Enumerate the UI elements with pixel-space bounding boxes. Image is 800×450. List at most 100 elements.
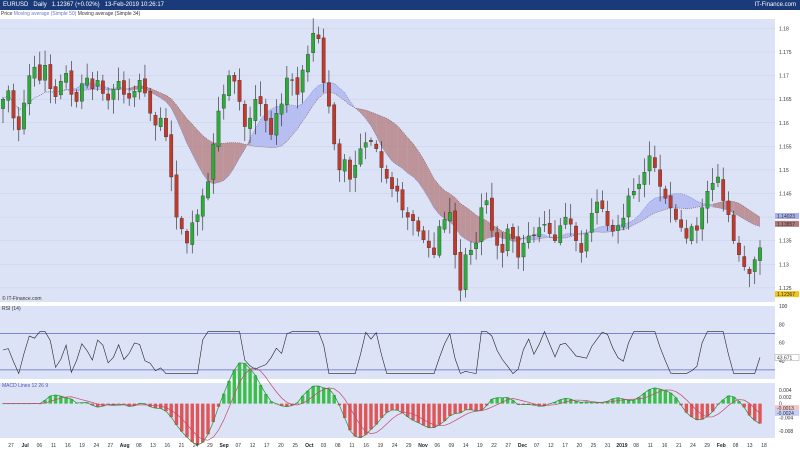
macd-signal-line — [3, 367, 761, 441]
macd-bar-positive — [579, 402, 583, 404]
macd-tick-label: 0.002 — [779, 395, 792, 401]
bull-candle — [32, 66, 37, 79]
date-label: 16 — [165, 443, 171, 449]
bull-candle — [158, 117, 163, 127]
bull-candle — [474, 242, 478, 250]
legend-ma1: Moving average (Simple 50) — [13, 11, 77, 17]
ma-cloud-segment — [712, 202, 718, 208]
bear-candle — [379, 151, 384, 168]
macd-bar-negative — [111, 403, 116, 405]
ma-cloud-segment — [465, 206, 471, 242]
macd-tick-label: 0 — [779, 402, 782, 408]
bear-candle — [106, 93, 110, 101]
macd-bar-negative — [211, 403, 215, 423]
bull-candle — [1, 99, 5, 109]
macd-bar-negative — [463, 403, 468, 410]
price-panel[interactable] — [0, 19, 775, 302]
date-label: 13 — [150, 443, 156, 449]
bull-candle — [95, 80, 100, 87]
macd-bar-positive — [647, 389, 652, 404]
bear-candle — [69, 70, 74, 95]
ma-cloud-segment — [644, 201, 650, 220]
bear-candle — [11, 90, 16, 119]
macd-bar-positive — [621, 398, 626, 404]
date-label: 24 — [193, 443, 199, 449]
bull-candle — [306, 54, 310, 73]
macd-bar-positive — [637, 397, 641, 404]
legend-ma2: Moving average (Simple 34) — [77, 11, 141, 17]
macd-bar-negative — [710, 403, 715, 412]
macd-bar-negative — [700, 403, 704, 420]
macd-bar-negative — [747, 403, 752, 416]
macd-bar-negative — [474, 403, 478, 411]
bear-candle — [395, 185, 400, 192]
date-label: 20 — [577, 443, 583, 449]
bull-candle — [27, 75, 32, 104]
ma-cloud-segment — [681, 193, 687, 209]
bull-candle — [311, 33, 316, 53]
bear-candle — [658, 169, 662, 187]
month-label: 2019 — [616, 443, 627, 449]
macd-bar-positive — [222, 393, 226, 404]
bear-candle — [747, 269, 752, 274]
bull-candle — [116, 81, 121, 90]
macd-bar-positive — [248, 368, 252, 404]
rsi-tick-label: 40 — [779, 359, 785, 365]
macd-bar-positive — [64, 397, 68, 404]
macd-bar-negative — [353, 403, 357, 437]
ma-cloud-segment — [197, 130, 203, 174]
rsi-panel[interactable] — [0, 306, 775, 379]
macd-bar-negative — [195, 403, 200, 445]
bear-candle — [232, 75, 237, 82]
bear-candle — [458, 252, 463, 291]
bull-candle — [279, 103, 284, 115]
bear-candle — [374, 143, 379, 149]
macd-bar-positive — [43, 400, 47, 404]
date-label: 20 — [278, 443, 284, 449]
bull-candle — [558, 225, 563, 243]
ma-cloud-segment — [460, 203, 466, 240]
bear-candle — [516, 236, 521, 258]
macd-bar-negative — [469, 403, 473, 410]
bull-candle — [248, 117, 252, 129]
macd-bar-negative — [421, 403, 426, 426]
ma-cloud-segment — [628, 219, 634, 228]
ma-cloud-segment — [160, 92, 166, 102]
macd-tick-label: -0.008 — [779, 429, 793, 435]
bull-candle — [216, 110, 221, 147]
macd-bar-positive — [642, 393, 647, 404]
bull-candle — [700, 207, 705, 230]
price-badge — [775, 291, 799, 298]
ma-50-line — [2, 85, 761, 240]
bull-candle — [642, 172, 647, 185]
bear-candle — [237, 79, 242, 102]
date-label: 18 — [761, 443, 767, 449]
date-label: 08 — [136, 443, 142, 449]
ma-cloud-segment — [702, 203, 708, 207]
bear-candle — [332, 104, 337, 145]
bull-candle — [705, 191, 710, 209]
price-tick-label: 1.18 — [779, 26, 789, 32]
macd-badge-label: -0.0013 — [777, 406, 794, 412]
rsi-axis — [775, 306, 800, 379]
ma-cloud-segment — [155, 90, 161, 99]
bull-candle — [64, 73, 68, 83]
brand-label: IT-Finance.com — [754, 2, 796, 8]
ma-cloud-segment — [654, 196, 661, 213]
macd-bar-negative — [406, 403, 410, 417]
ma-cloud-segment — [418, 150, 424, 190]
bull-candle — [563, 216, 568, 225]
macd-badge — [775, 405, 799, 412]
macd-bar-negative — [437, 403, 442, 425]
date-label: 24 — [392, 443, 398, 449]
bull-candle — [274, 113, 279, 136]
ma-cloud-segment — [675, 193, 682, 209]
bear-candle — [143, 78, 147, 94]
ma-cloud-segment — [229, 142, 235, 176]
month-label: Nov — [418, 443, 428, 449]
date-label: 25 — [591, 443, 597, 449]
ma-cloud-segment — [365, 110, 371, 126]
bear-candle — [726, 200, 731, 215]
bull-candle — [22, 102, 26, 130]
